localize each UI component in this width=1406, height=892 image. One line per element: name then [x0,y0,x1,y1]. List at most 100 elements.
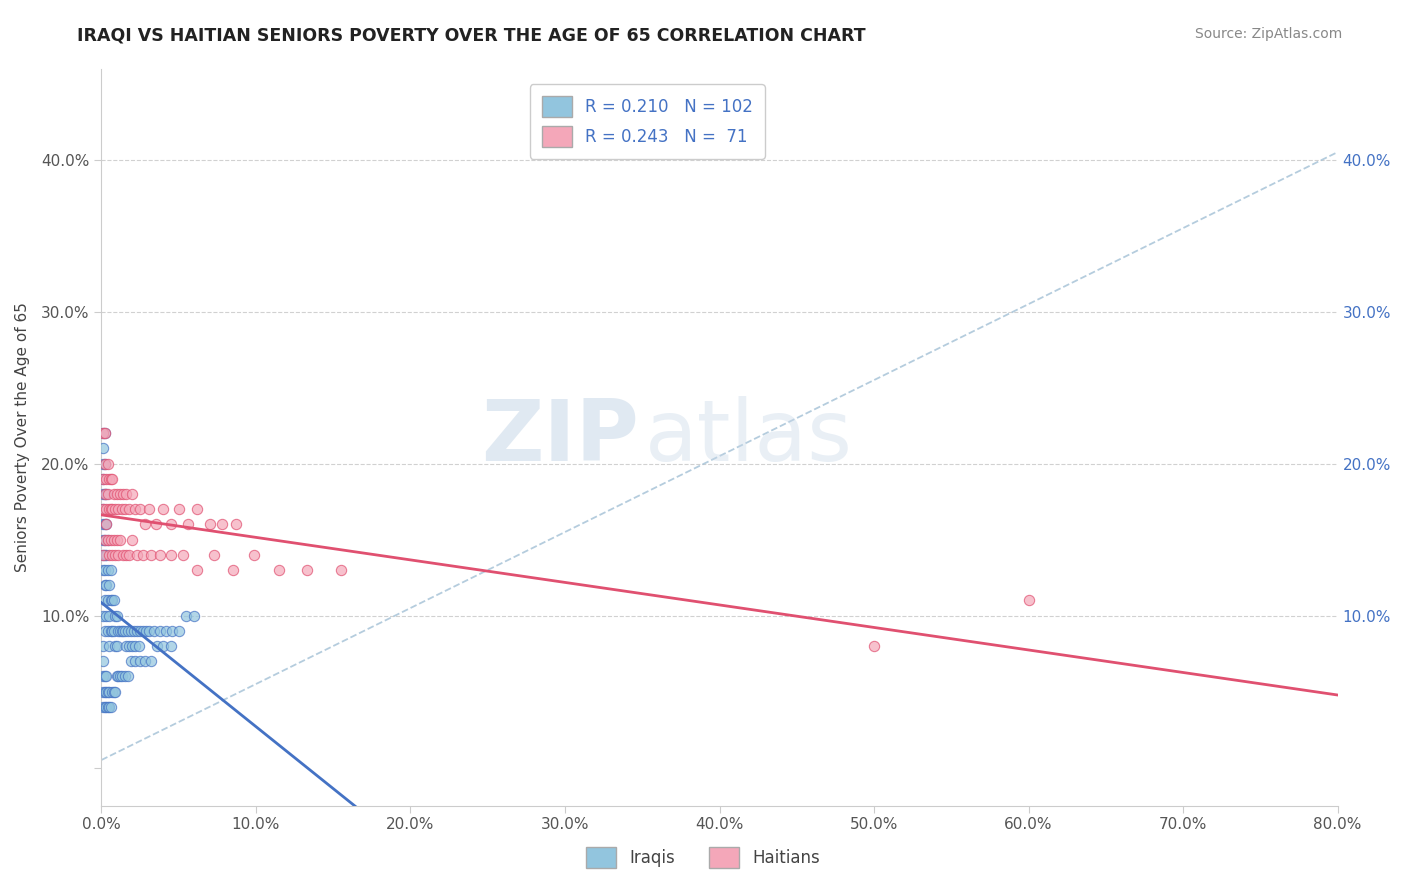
Point [107,548,129,562]
Point [114,669,136,683]
Point [145,517,167,532]
Point [101,548,124,562]
Point [122,624,145,638]
Point [142,624,165,638]
Point [101,624,124,638]
Point [93,487,115,501]
Point [94,669,117,683]
Point [124,639,146,653]
Point [108,669,131,683]
Point [103,624,125,638]
Point [98,502,121,516]
Point [128,639,150,653]
Point [94,502,117,516]
Point [97,699,120,714]
Point [91,502,114,516]
Point [98,472,121,486]
Point [105,487,128,501]
Point [118,548,141,562]
Point [91,517,114,532]
Point [100,472,122,486]
Point [183,608,205,623]
Point [167,624,190,638]
Point [93,533,115,547]
Point [152,639,174,653]
Text: ZIP: ZIP [481,395,640,478]
Point [134,654,156,668]
Point [110,502,132,516]
Point [97,624,120,638]
Point [91,548,114,562]
Point [167,502,190,516]
Point [97,457,120,471]
Point [121,533,143,547]
Point [91,472,114,486]
Point [98,639,121,653]
Point [160,517,183,532]
Point [121,639,143,653]
Point [100,593,122,607]
Point [93,517,115,532]
Point [139,654,162,668]
Point [94,472,117,486]
Point [129,502,152,516]
Point [110,669,132,683]
Point [93,548,115,562]
Point [120,654,142,668]
Point [105,639,128,653]
Point [118,639,141,653]
Point [91,426,114,441]
Point [103,593,125,607]
Point [115,487,138,501]
Point [172,548,194,562]
Point [93,426,115,441]
Point [91,548,114,562]
Point [93,624,115,638]
Point [108,487,131,501]
Point [93,578,115,592]
Point [138,502,160,516]
Point [98,684,121,698]
Point [93,533,115,547]
Text: Source: ZipAtlas.com: Source: ZipAtlas.com [1195,27,1343,41]
Text: atlas: atlas [645,395,853,478]
Point [91,699,114,714]
Point [93,593,115,607]
Point [94,548,117,562]
Point [105,669,128,683]
Point [105,533,128,547]
Point [94,578,117,592]
Point [104,608,127,623]
Point [108,624,131,638]
Point [97,593,120,607]
Point [243,548,266,562]
Point [94,487,117,501]
Point [146,639,169,653]
Point [91,442,114,456]
Point [98,699,121,714]
Point [94,517,117,532]
Point [91,669,114,683]
Point [112,487,135,501]
Point [93,487,115,501]
Point [97,533,120,547]
Point [93,669,115,683]
Point [329,563,352,577]
Point [121,487,143,501]
Point [94,684,117,698]
Point [152,502,174,516]
Point [100,624,122,638]
Point [202,548,225,562]
Point [108,533,131,547]
Point [186,502,208,516]
Point [91,533,114,547]
Point [91,502,114,516]
Point [97,533,120,547]
Point [91,639,114,653]
Point [93,684,115,698]
Point [94,608,117,623]
Point [107,502,129,516]
Point [104,684,127,698]
Point [211,517,233,532]
Point [101,684,124,698]
